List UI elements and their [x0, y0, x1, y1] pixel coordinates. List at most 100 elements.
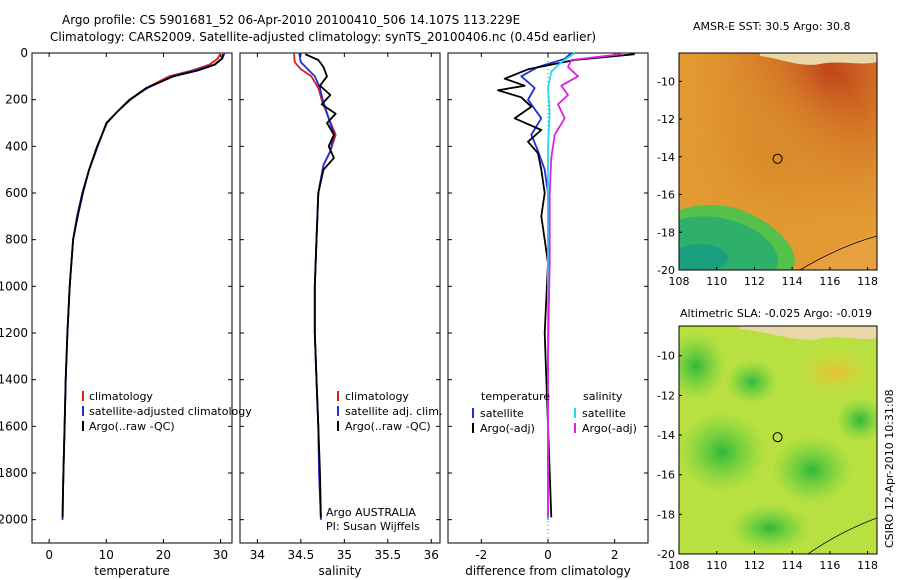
- side-stamp: CSIRO 12-Apr-2010 10:31:08: [883, 389, 896, 548]
- diff-legend-salinity-header: salinity: [583, 390, 623, 403]
- temperature-xtick-label: 30: [213, 548, 228, 562]
- sst-axes: 108 110 112 114 116 118 -10 -12 -14 -16 -18 -20: [657, 75, 878, 288]
- sla_map-ytick-label: -20: [657, 548, 675, 561]
- salinity-legend-entry: satellite adj. clim.: [345, 405, 442, 418]
- y-tick-label: 1800: [0, 466, 28, 480]
- sst-cold-spot: [679, 244, 728, 270]
- temperature-xtick-label: 10: [99, 548, 114, 562]
- sst-land-edge: [800, 234, 877, 270]
- sst_map-xtick-label: 114: [782, 275, 803, 288]
- float-info-annotation: PI: Susan Wijffels: [326, 520, 420, 533]
- sst-coastline-land: [760, 53, 877, 65]
- difference-series-temperature-argo-adj-: [497, 53, 635, 518]
- sla-map-title: Altimetric SLA: -0.025 Argo: -0.019: [680, 307, 872, 320]
- y-tick-label: 1600: [0, 419, 28, 433]
- diff-legend-entry: satellite: [480, 407, 524, 420]
- sla_map-xtick-label: 114: [782, 559, 803, 572]
- difference-series-salinity-argo-adj-: [547, 53, 622, 518]
- header-line-1: Argo profile: CS 5901681_52 06-Apr-2010 …: [62, 13, 520, 27]
- sst_map-xtick-label: 116: [819, 275, 840, 288]
- sst-frame: [678, 52, 878, 271]
- diff-legend-entry: satellite: [582, 407, 626, 420]
- sla_map-ytick-label: -18: [657, 508, 675, 521]
- temperature-legend-entry: satellite-adjusted climatology: [89, 405, 252, 418]
- sla_map-ytick-label: -14: [657, 429, 675, 442]
- y-tick-label: 0: [20, 46, 28, 60]
- temperature-series-argo-raw-qc-: [61, 53, 224, 518]
- temperature-xtick-label: 20: [156, 548, 171, 562]
- diff-legend-temperature-header: temperature: [481, 390, 550, 403]
- sla_map-xtick-label: 112: [744, 559, 765, 572]
- salinity-series-satellite-adj-clim-: [298, 52, 335, 520]
- sla-axes: 108 110 112 114 116 118 -10 -12 -14 -16 -18 -20: [657, 350, 878, 572]
- sst_map-ytick-label: -10: [657, 75, 675, 88]
- temperature-frame: [31, 52, 233, 544]
- sla-coastline-land: [740, 326, 877, 340]
- sst-argo-location-marker: [772, 153, 783, 164]
- sst-coastline: [799, 235, 877, 270]
- sst_map-ytick-label: -14: [657, 151, 675, 164]
- sst-map: 108 110 112 114 116 118 -10 -12 -14 -16 -18 -20: [657, 52, 878, 288]
- salinity-xtick-label: 34.5: [288, 548, 315, 562]
- salinity-xtick-label: 35: [337, 548, 352, 562]
- y-tick-label: 800: [5, 233, 28, 247]
- sst_map-ytick-label: -16: [657, 189, 675, 202]
- diff-legend-entry: Argo(-adj): [480, 422, 535, 435]
- salinity-series-argo-raw-qc-: [304, 53, 337, 518]
- diff-legend-entry: Argo(-adj): [582, 422, 637, 435]
- y-tick-label: 2000: [0, 513, 28, 527]
- temperature-xlabel: temperature: [94, 564, 169, 578]
- difference-xtick-label: -2: [475, 548, 487, 562]
- temperature-series-climatology: [61, 52, 222, 520]
- sla-eddy-2: [726, 360, 778, 404]
- sst_map-xtick-label: 108: [669, 275, 690, 288]
- y-tick-label: 200: [5, 93, 28, 107]
- salinity-legend-entry: climatology: [345, 390, 409, 403]
- difference-panel: -2 0 2 difference from climatology temperatu…: [447, 52, 649, 578]
- difference-xtick-label: 0: [544, 548, 552, 562]
- sla-coastline: [807, 517, 877, 554]
- sla_map-xtick-label: 116: [819, 559, 840, 572]
- y-tick-label: 1000: [0, 279, 28, 293]
- salinity-xlabel: salinity: [318, 564, 361, 578]
- sla-eddy-4: [772, 436, 852, 504]
- y-tick-label: 1200: [0, 326, 28, 340]
- sla-eddy-5: [730, 504, 810, 552]
- temperature-series-satellite-adjusted-climatology: [61, 52, 226, 520]
- header-line-2: Climatology: CARS2009. Satellite-adjuste…: [50, 30, 596, 44]
- sst_map-xtick-label: 118: [857, 275, 878, 288]
- temperature-legend-entry: climatology: [89, 390, 153, 403]
- sst_map-xtick-label: 112: [744, 275, 765, 288]
- sla_map-xtick-label: 108: [669, 559, 690, 572]
- sla-map: 108 110 112 114 116 118 -10 -12 -14 -16 -18 -20: [657, 325, 878, 572]
- salinity-panel: 34 34.5 35 35.5 36 salinity climatology satelli…: [239, 52, 442, 578]
- salinity-xtick-label: 35.5: [374, 548, 401, 562]
- sst-map-title: AMSR-E SST: 30.5 Argo: 30.8: [693, 20, 851, 33]
- sla_map-xtick-label: 110: [706, 559, 727, 572]
- sla_map-xtick-label: 118: [857, 559, 878, 572]
- temperature-xtick-label: 0: [45, 548, 53, 562]
- temperature-legend-entry: Argo(..raw -QC): [89, 420, 175, 433]
- salinity-xtick-label: 34: [250, 548, 265, 562]
- y-tick-label: 600: [5, 186, 28, 200]
- temperature-panel: 0 200 400 600 800 1000 1200 1400 1600 1800 2000 0 10…: [0, 46, 252, 578]
- sla_map-ytick-label: -16: [657, 469, 675, 482]
- sla_map-ytick-label: -12: [657, 389, 675, 402]
- sla-eddy-6: [836, 398, 877, 442]
- sla_map-ytick-label: -10: [657, 350, 675, 363]
- y-tick-label: 1400: [0, 373, 28, 387]
- salinity-frame: [239, 52, 441, 544]
- sst_map-ytick-label: -18: [657, 226, 675, 239]
- sst_map-ytick-label: -12: [657, 113, 675, 126]
- sla-argo-location-marker: [772, 432, 783, 443]
- sla-eddy-3: [679, 412, 766, 492]
- y-tick-label: 400: [5, 139, 28, 153]
- sst_map-xtick-label: 110: [706, 275, 727, 288]
- difference-xlabel: difference from climatology: [465, 564, 631, 578]
- float-info-annotation: Argo AUSTRALIA: [326, 506, 416, 519]
- salinity-xtick-label: 36: [424, 548, 439, 562]
- sst_map-ytick-label: -20: [657, 264, 675, 277]
- difference-xtick-label: 2: [611, 548, 619, 562]
- sla-high-region: [791, 346, 877, 398]
